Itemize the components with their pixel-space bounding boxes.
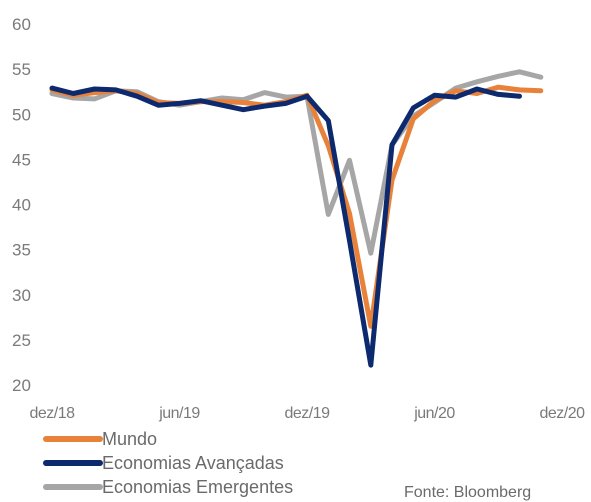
series-layer bbox=[49, 69, 544, 368]
legend: Mundo Economias Avançadas Economias Emerge… bbox=[43, 429, 293, 497]
x-tick-label-1: jun/19 bbox=[158, 405, 200, 422]
y-tick-label-60: 60 bbox=[12, 15, 31, 34]
legend-label-1: Economias Avançadas bbox=[102, 453, 284, 473]
source-note: Fonte: Bloomberg bbox=[404, 484, 531, 501]
legend-label-2: Economias Emergentes bbox=[102, 477, 293, 497]
x-tick-label-4: dez/20 bbox=[539, 405, 585, 422]
series-line-1 bbox=[49, 85, 522, 368]
y-tick-label-50: 50 bbox=[12, 105, 31, 124]
y-tick-label-55: 55 bbox=[12, 60, 31, 79]
x-tick-label-3: jun/20 bbox=[413, 405, 455, 422]
x-tick-label-2: dez/19 bbox=[284, 405, 330, 422]
y-tick-label-30: 30 bbox=[12, 286, 31, 305]
y-tick-label-20: 20 bbox=[12, 376, 31, 395]
x-axis: dez/18 jun/19 dez/19 jun/20 dez/20 bbox=[29, 405, 585, 422]
y-tick-label-25: 25 bbox=[12, 331, 31, 350]
y-tick-label-45: 45 bbox=[12, 150, 31, 169]
x-tick-label-0: dez/18 bbox=[29, 405, 75, 422]
series-line-0 bbox=[49, 84, 544, 329]
legend-label-0: Mundo bbox=[102, 429, 157, 449]
y-axis: 20 25 30 35 40 45 50 55 60 bbox=[12, 15, 31, 395]
y-tick-label-40: 40 bbox=[12, 196, 31, 215]
y-tick-label-35: 35 bbox=[12, 241, 31, 260]
